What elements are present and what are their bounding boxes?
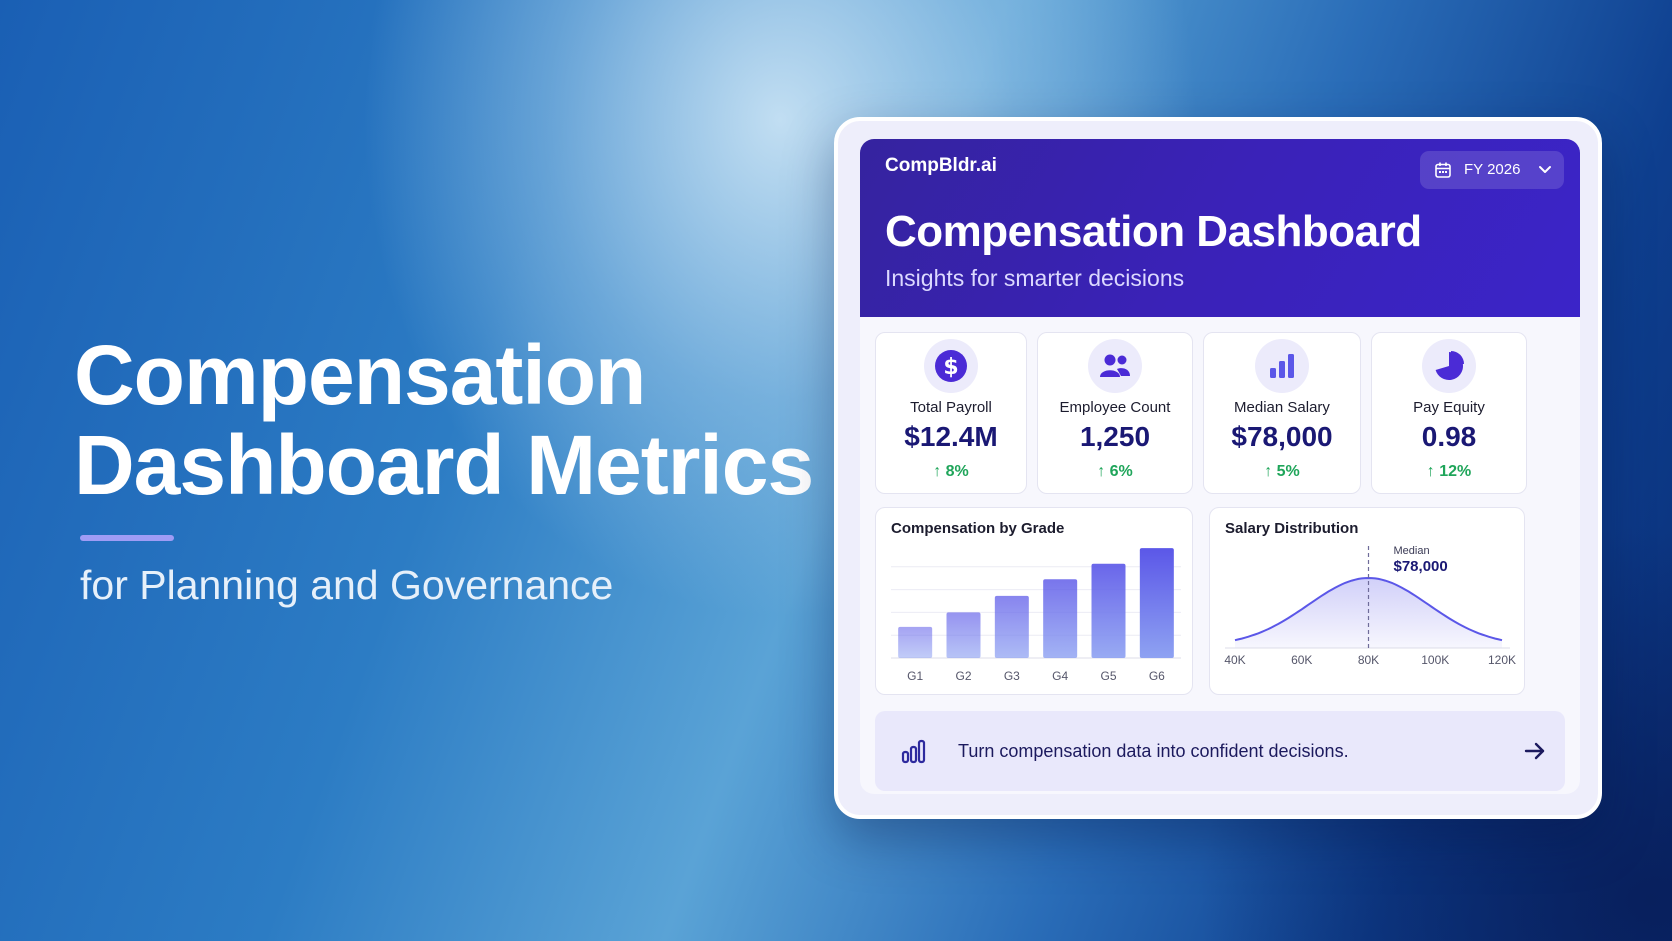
bar — [898, 626, 933, 658]
kpi-card-employee-count[interactable]: Employee Count 1,250 ↑ 6% — [1037, 332, 1193, 494]
kpi-change: ↑ 6% — [1097, 463, 1133, 480]
kpi-label: Employee Count — [1059, 399, 1171, 416]
bar — [946, 612, 981, 658]
bar-chart: G1 G2 G3 G4 G5 G6 — [891, 548, 1181, 683]
dashboard-inner: CompBldr.ai FY 2026 Compensation Dashboa… — [860, 139, 1580, 794]
dashboard-header: CompBldr.ai FY 2026 Compensation Dashboa… — [860, 139, 1580, 317]
cta-text: Turn compensation data into confident de… — [958, 741, 1349, 761]
kpi-card-total-payroll[interactable]: $ Total Payroll $12.4M ↑ 8% — [875, 332, 1027, 494]
x-tick-label: G3 — [1004, 669, 1020, 683]
arrow-up-icon: ↑ — [1264, 463, 1273, 480]
kpi-label: Median Salary — [1234, 399, 1330, 416]
x-tick-label: G2 — [955, 669, 971, 683]
bar-chart-icon — [1270, 354, 1294, 378]
chart-title: Compensation by Grade — [891, 520, 1065, 537]
hero-title-line-2: Dashboard Metrics — [74, 418, 814, 512]
kpi-card-pay-equity[interactable]: Pay Equity 0.98 ↑ 12% — [1371, 332, 1527, 494]
hero-title-line-1: Compensation — [74, 328, 646, 422]
kpi-change: ↑ 5% — [1264, 463, 1300, 480]
kpi-label: Total Payroll — [910, 399, 992, 416]
x-tick-label: G4 — [1052, 669, 1068, 683]
kpi-card-median-salary[interactable]: Median Salary $78,000 ↑ 5% — [1203, 332, 1361, 494]
chart-compensation-by-grade: Compensation by Grade G1 G2 G3 G4 G5 G6 — [875, 507, 1193, 695]
x-tick-label: 40K — [1224, 653, 1245, 667]
chart-salary-distribution: Salary Distribution Median $78,000 40K 60K 8… — [1209, 507, 1525, 695]
hero-divider — [80, 535, 174, 541]
kpi-value: 0.98 — [1421, 421, 1477, 452]
bar — [1139, 548, 1174, 658]
x-tick-label: 100K — [1421, 653, 1449, 667]
median-value: $78,000 — [1394, 558, 1448, 575]
dashboard-subtitle: Insights for smarter decisions — [885, 265, 1185, 291]
x-tick-label: G5 — [1100, 669, 1116, 683]
users-icon — [1100, 354, 1130, 377]
pie-chart-icon — [1435, 351, 1464, 380]
x-tick-label: G1 — [907, 669, 923, 683]
x-tick-label: 60K — [1291, 653, 1312, 667]
svg-text:$: $ — [943, 355, 958, 380]
bar — [994, 595, 1029, 658]
period-selector[interactable]: FY 2026 — [1420, 151, 1564, 189]
median-label: Median — [1394, 545, 1430, 557]
kpi-change: ↑ 12% — [1426, 463, 1472, 480]
brand-logo: CompBldr.ai — [885, 155, 997, 176]
kpi-value: $78,000 — [1231, 421, 1333, 452]
arrow-up-icon: ↑ — [1426, 463, 1435, 480]
bar — [1091, 563, 1126, 658]
chart-title: Salary Distribution — [1225, 520, 1359, 537]
bar-chart-icon — [901, 739, 926, 764]
cta-banner[interactable]: Turn compensation data into confident de… — [875, 711, 1565, 791]
period-selector-value: FY 2026 — [1464, 161, 1521, 178]
bar — [1043, 579, 1078, 658]
arrow-up-icon: ↑ — [933, 463, 942, 480]
kpi-value: 1,250 — [1079, 421, 1151, 452]
dashboard-card: CompBldr.ai FY 2026 Compensation Dashboa… — [834, 117, 1602, 819]
dollar-icon: $ — [935, 350, 967, 382]
kpi-change: ↑ 8% — [933, 463, 969, 480]
hero-subtitle: for Planning and Governance — [80, 562, 614, 608]
calendar-icon — [1435, 162, 1451, 178]
arrow-right-icon[interactable] — [1523, 739, 1547, 763]
hero-title: Compensation Dashboard Metrics — [74, 328, 814, 512]
kpi-label: Pay Equity — [1413, 399, 1485, 416]
arrow-up-icon: ↑ — [1097, 463, 1106, 480]
kpi-value: $12.4M — [904, 421, 998, 452]
x-tick-label: 80K — [1358, 653, 1379, 667]
chevron-down-icon — [1539, 166, 1551, 173]
x-tick-label: G6 — [1149, 669, 1165, 683]
x-tick-label: 120K — [1488, 653, 1516, 667]
dashboard-title: Compensation Dashboard — [885, 207, 1422, 256]
distribution-chart: Median$78,000 40K 60K 80K 100K 120K — [1224, 545, 1516, 667]
